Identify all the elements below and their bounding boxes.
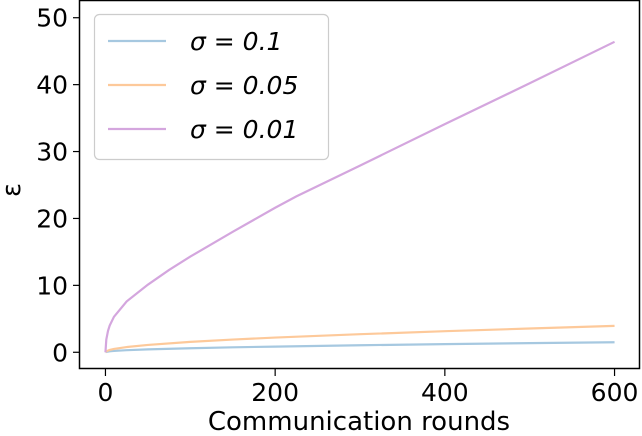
y-tick-label: 0	[52, 338, 68, 367]
x-tick-label: 0	[98, 378, 114, 407]
y-tick-label: 30	[36, 138, 68, 167]
axis-ticks: 0 200 400 600 0 10 20 30 40 50	[36, 4, 638, 407]
plot-frame	[78, 0, 641, 370]
legend: σ = 0.1 σ = 0.05 σ = 0.01	[93, 13, 330, 161]
y-axis-label: ε	[0, 183, 27, 197]
series-line-3	[104, 40, 616, 353]
y-tick-label: 40	[36, 71, 68, 100]
y-tick-label: 10	[36, 271, 68, 300]
y-tick-label: 20	[36, 204, 68, 233]
legend-label-3: σ = 0.01	[190, 115, 298, 144]
legend-label-1: σ = 0.1	[190, 27, 282, 56]
x-axis-label: Communication rounds	[208, 407, 510, 436]
x-tick-label: 600	[591, 378, 639, 407]
legend-label-2: σ = 0.05	[190, 71, 298, 100]
plot-area	[104, 40, 616, 354]
series-line-1	[104, 341, 615, 354]
legend-frame	[93, 13, 330, 161]
y-tick-label: 50	[36, 4, 68, 33]
x-tick-label: 400	[421, 378, 469, 407]
x-tick-label: 200	[251, 378, 299, 407]
series-line-2	[104, 324, 615, 353]
